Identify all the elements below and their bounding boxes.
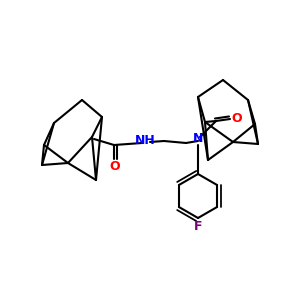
Text: O: O <box>110 160 120 172</box>
Text: NH: NH <box>135 134 155 146</box>
Text: F: F <box>194 220 202 232</box>
Text: O: O <box>232 112 242 125</box>
Text: N: N <box>193 131 203 145</box>
